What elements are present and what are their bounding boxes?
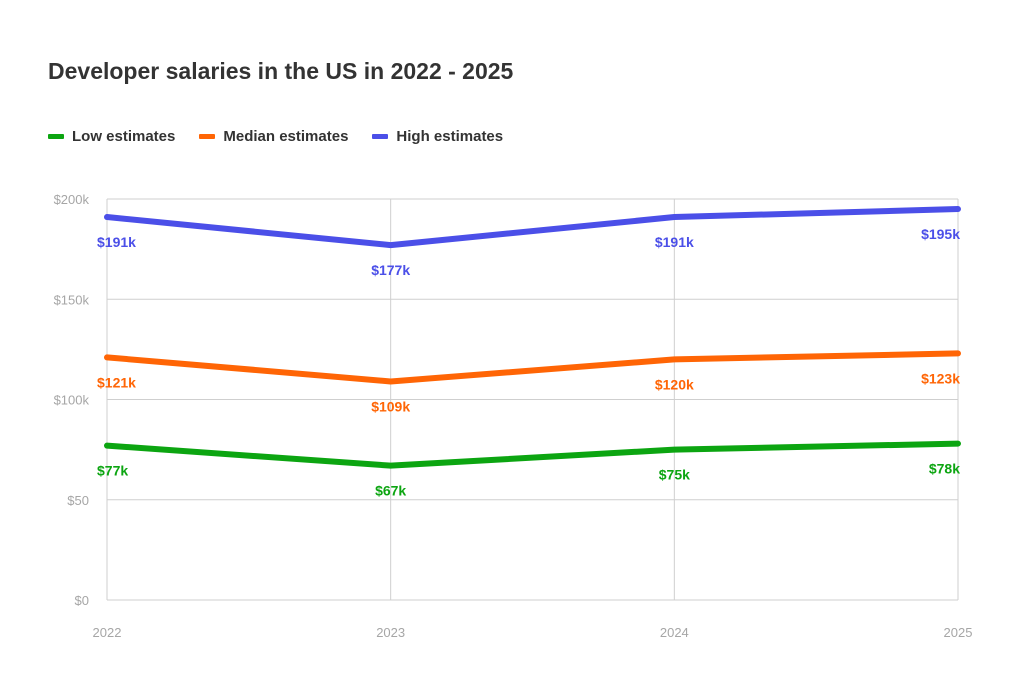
data-label: $77k <box>97 463 128 479</box>
legend-label-low: Low estimates <box>72 128 176 145</box>
legend-item-low: Low estimates <box>48 128 175 145</box>
data-label: $191k <box>97 234 136 250</box>
y-tick-label: $0 <box>75 593 89 608</box>
legend: Low estimates Median estimates High esti… <box>48 128 503 145</box>
data-label: $121k <box>97 374 136 390</box>
legend-item-median: Median estimates <box>199 128 348 145</box>
y-tick-label: $50 <box>67 493 89 508</box>
legend-item-high: High estimates <box>372 128 503 145</box>
legend-swatch-median <box>199 134 216 139</box>
series-line <box>104 440 961 469</box>
data-label: $67k <box>375 483 406 499</box>
x-tick-label: 2022 <box>93 625 122 640</box>
y-tick-label: $150k <box>54 292 90 307</box>
data-label: $109k <box>371 398 410 414</box>
data-label: $75k <box>659 467 690 483</box>
data-label: $78k <box>929 461 960 477</box>
x-tick-label: 2024 <box>660 625 689 640</box>
data-label: $123k <box>921 370 960 386</box>
legend-swatch-low <box>48 134 64 139</box>
series-line <box>104 350 961 385</box>
y-tick-label: $200k <box>54 192 90 207</box>
data-label: $177k <box>371 262 410 278</box>
data-label: $195k <box>921 226 960 242</box>
x-tick-label: 2025 <box>944 625 973 640</box>
series-line <box>104 206 961 249</box>
legend-label-median: Median estimates <box>223 128 349 145</box>
data-label: $120k <box>655 376 694 392</box>
y-tick-label: $100k <box>54 393 90 408</box>
data-label: $191k <box>655 234 694 250</box>
legend-swatch-high <box>372 134 389 139</box>
chart-title: Developer salaries in the US in 2022 - 2… <box>48 58 514 84</box>
legend-label-high: High estimates <box>396 128 504 145</box>
x-tick-label: 2023 <box>376 625 405 640</box>
